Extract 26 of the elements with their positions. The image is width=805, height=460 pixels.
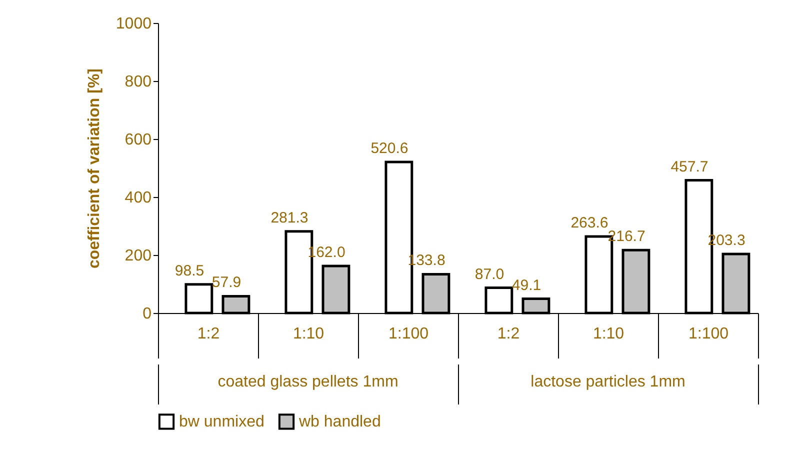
data-label: 49.1 bbox=[512, 276, 542, 294]
y-tick-label: 1000 bbox=[116, 16, 152, 32]
x-tick-label: 1:2 bbox=[197, 326, 220, 342]
data-label: 98.5 bbox=[174, 262, 204, 280]
y-tick-label: 400 bbox=[124, 190, 152, 206]
x-tick-label: 1:10 bbox=[592, 326, 624, 342]
data-label: 457.7 bbox=[670, 158, 708, 176]
data-label: 57.9 bbox=[212, 274, 242, 292]
data-label: 281.3 bbox=[270, 209, 308, 226]
legend-label: wb handled bbox=[298, 414, 381, 431]
text: coated glass pellets 1mm bbox=[218, 374, 398, 390]
y-tick-label: 600 bbox=[124, 132, 152, 148]
x-tick-label: 1:100 bbox=[688, 326, 729, 342]
data-label: 87.0 bbox=[474, 266, 504, 283]
y-tick-label: 0 bbox=[142, 306, 152, 322]
y-tick-label: 800 bbox=[124, 74, 152, 90]
data-label: 520.6 bbox=[370, 140, 408, 158]
x-tick-label: 1:2 bbox=[497, 326, 520, 342]
x-tick-label: 1:10 bbox=[292, 326, 324, 342]
y-axis-title: coefficient of variation [%] bbox=[86, 68, 103, 269]
data-label: 216.7 bbox=[608, 228, 646, 246]
text: lactose particles 1mm bbox=[530, 374, 686, 390]
x-tick-label: 1:100 bbox=[388, 326, 429, 342]
y-tick-label: 200 bbox=[124, 248, 152, 264]
legend-label: bw unmixed bbox=[179, 414, 264, 431]
data-label: 263.6 bbox=[570, 214, 608, 232]
